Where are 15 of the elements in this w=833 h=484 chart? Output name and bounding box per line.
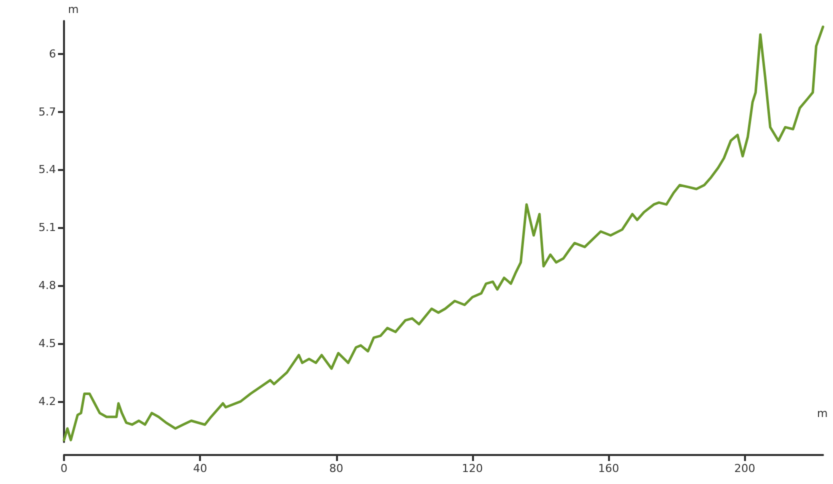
- x-tick-label: 0: [60, 462, 68, 475]
- y-axis-title: m: [68, 3, 79, 16]
- x-tick-label: 40: [193, 462, 208, 475]
- x-tick-label: 160: [598, 462, 620, 475]
- x-tick-label: 120: [462, 462, 483, 475]
- y-tick-label: 4.2: [38, 394, 56, 408]
- y-tick-label: 6: [49, 47, 56, 60]
- x-axis-title: m: [817, 407, 828, 420]
- x-tick-label: 200: [734, 462, 756, 475]
- x-tick-label: 80: [329, 462, 344, 475]
- y-tick-label: 5.4: [38, 163, 56, 176]
- y-tick-label: 5.7: [38, 105, 56, 118]
- y-tick-label: 4.8: [38, 279, 56, 292]
- y-tick-label: 4.5: [38, 337, 56, 350]
- y-tick-label: 5.1: [38, 221, 56, 234]
